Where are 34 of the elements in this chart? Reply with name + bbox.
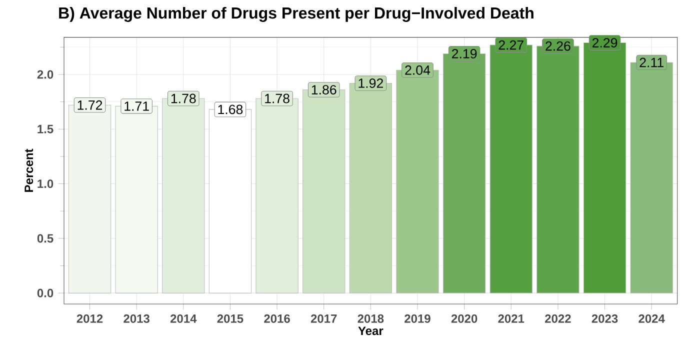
x-tick-label: 2023 [592,314,618,323]
y-tick-label: 1.5 [38,124,54,134]
data-label: 2.04 [405,65,430,75]
data-label: 1.86 [312,85,336,94]
x-tick-label: 2018 [358,314,384,323]
data-label: 1.92 [358,78,383,88]
x-tick-label: 2012 [76,314,103,323]
x-tick-label: 2020 [451,314,478,323]
x-tick-label: 2021 [498,314,524,323]
x-tick-label: 2014 [170,314,197,323]
x-tick-label: 2024 [638,314,665,323]
data-label: 1.78 [265,94,290,104]
data-label: 2.27 [498,40,524,50]
data-label: 1.71 [124,102,149,111]
x-tick-label: 2022 [545,314,571,323]
y-tick-label: 0.5 [37,234,54,243]
data-label: 2.29 [592,38,618,48]
x-tick-label: 2016 [264,314,290,323]
x-axis-title: Year [358,326,384,336]
y-tick-label: 0.0 [37,288,54,298]
data-label: 1.68 [218,104,243,114]
x-tick-label: 2017 [310,314,337,323]
y-axis-title: Percent [24,148,34,192]
x-tick-label: 2013 [124,314,150,323]
data-label: 2.11 [640,58,664,68]
y-tick-label: 1.0 [38,180,54,188]
chart-title: B) Average Number of Drugs Present per Drug−Involved Death [59,6,534,22]
y-tick-label: 2.0 [37,70,54,79]
data-label: 2.26 [546,41,570,51]
data-label: 2.19 [452,49,477,58]
data-label: 1.78 [171,94,196,104]
data-label: 1.72 [78,100,102,110]
x-tick-label: 2019 [404,314,430,323]
x-tick-label: 2015 [217,314,244,323]
